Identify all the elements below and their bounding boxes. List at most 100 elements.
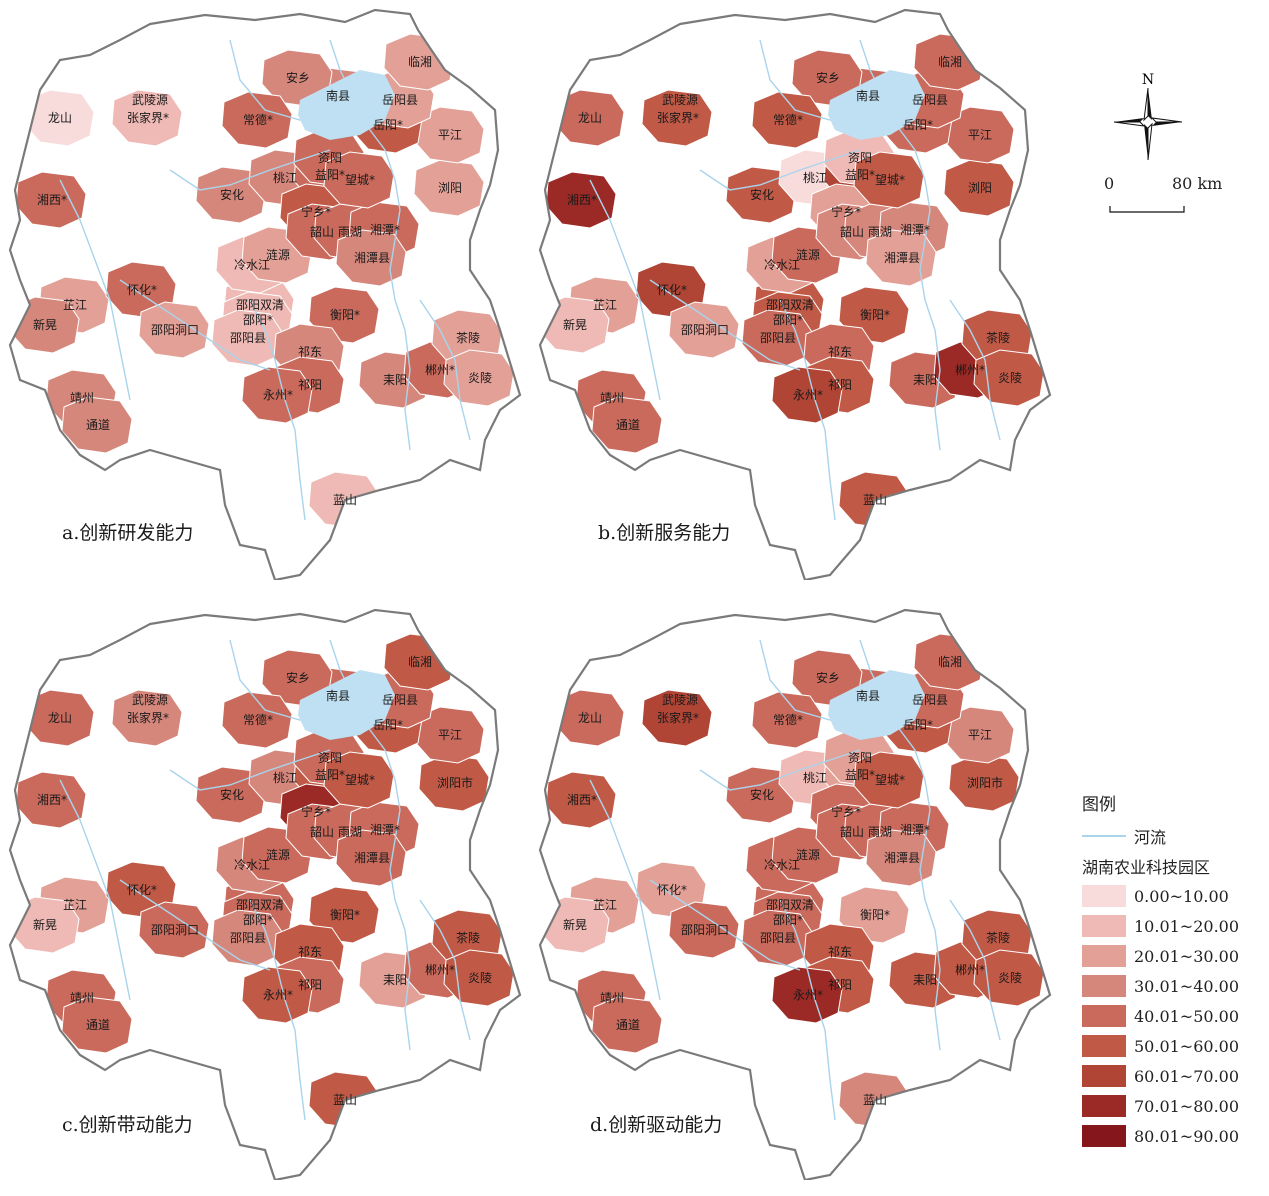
- county-label: 湘西*: [567, 792, 597, 807]
- county-label: 张家界*: [657, 110, 699, 125]
- county-label: 南县: [856, 88, 880, 103]
- scale-end: 80 km: [1172, 174, 1223, 193]
- legend-class-4: 40.01~50.00: [1082, 1001, 1262, 1031]
- county-region: [943, 106, 1015, 164]
- river: [779, 299, 836, 521]
- county-label: 常德*: [773, 712, 803, 727]
- county-label: 龙山: [578, 711, 602, 725]
- legend-title: 图例: [1082, 795, 1116, 815]
- county-label: 茶陵: [986, 930, 1010, 945]
- province-outline: [8, 8, 522, 580]
- county-label: 雨湖: [868, 224, 892, 239]
- legend: 图例 河流 湖南农业科技园区 0.00~10.00 10.01~20.00 20.0…: [1082, 790, 1262, 1151]
- county-label: 炎陵: [998, 971, 1022, 985]
- county-label: 邵阳*: [243, 313, 273, 327]
- river: [949, 899, 1001, 1041]
- county-region: [15, 171, 87, 229]
- lake: [828, 670, 925, 740]
- county-region: [221, 91, 293, 149]
- county-label: 湘潭*: [900, 822, 930, 837]
- county-label: 靖州: [70, 991, 94, 1005]
- county-label: 武陵源: [132, 93, 168, 107]
- county-region: [195, 766, 267, 824]
- county-label: 芷江: [63, 898, 87, 912]
- county-label: 永州*: [793, 988, 823, 1002]
- north-label: N: [1142, 72, 1154, 88]
- county-label: 邵阳双清: [766, 298, 814, 312]
- county-label: 张家界*: [657, 710, 699, 725]
- county-region: [725, 166, 797, 224]
- county-region: [241, 966, 313, 1024]
- county-label: 邵阳洞口: [681, 923, 729, 937]
- river: [119, 279, 271, 371]
- county-region: [545, 171, 617, 229]
- county-region: [771, 966, 843, 1024]
- county-label: 炎陵: [998, 371, 1022, 385]
- county-label: 浏阳: [438, 181, 462, 195]
- county-label: 望城*: [345, 173, 375, 187]
- county-label: 岳阳*: [373, 118, 403, 132]
- county-label: 临湘: [408, 654, 432, 669]
- county-label: 涟源: [266, 847, 290, 862]
- county-region: [865, 229, 937, 287]
- river: [169, 749, 331, 791]
- county-label: 永州*: [793, 388, 823, 402]
- lake: [828, 70, 925, 140]
- county-label: 益阳*: [845, 168, 875, 182]
- county-label: 通道: [616, 1018, 640, 1032]
- county-region: [221, 691, 293, 749]
- county-label: 望城*: [875, 773, 905, 787]
- county-label: 涟源: [796, 247, 820, 262]
- county-label: 蓝山: [863, 493, 887, 507]
- county-label: 安化: [750, 187, 774, 202]
- county-label: 雨湖: [338, 224, 362, 239]
- county-label: 湘潭县: [354, 250, 390, 265]
- county-label: 临湘: [408, 54, 432, 69]
- legend-class-1: 10.01~20.00: [1082, 911, 1262, 941]
- county-label: 宁乡*: [301, 804, 331, 819]
- county-region: [865, 829, 937, 887]
- legend-classes: 0.00~10.00 10.01~20.00 20.01~30.00 30.01~40…: [1082, 881, 1262, 1151]
- county-label: 宁乡*: [301, 204, 331, 219]
- county-label: 岳阳县: [382, 693, 418, 707]
- county-label: 炎陵: [468, 971, 492, 985]
- legend-class-6: 60.01~70.00: [1082, 1061, 1262, 1091]
- county-region: [335, 229, 407, 287]
- county-label: 安乡: [816, 70, 840, 85]
- map-panel-b: 龙山 武陵源 张家界* 湘西* 芷江 怀化* 新晃 靖州 通道 邵阳洞口 邵阳双清 邵阳* 邵阳县 冷水江…: [530, 0, 1130, 580]
- county-label: 靖州: [600, 391, 624, 405]
- county-label: 通道: [86, 1018, 110, 1032]
- county-label: 邵阳洞口: [151, 923, 199, 937]
- river: [59, 779, 131, 1001]
- county-label: 平江: [968, 128, 992, 142]
- river: [649, 879, 801, 971]
- legend-class-8: 80.01~90.00: [1082, 1121, 1262, 1151]
- county-label: 常德*: [243, 112, 273, 127]
- county-label: 南县: [326, 88, 350, 103]
- county-label: 桃江: [273, 170, 297, 185]
- county-label: 蓝山: [333, 493, 357, 507]
- legend-class-label: 30.01~40.00: [1134, 976, 1240, 996]
- map-panel-d: 龙山 武陵源 张家界* 湘西* 芷江 怀化* 新晃 靖州 通道 邵阳洞口 邵阳双清 邵阳* 邵阳县 冷水江…: [530, 600, 1130, 1180]
- county-label: 新晃: [33, 317, 57, 332]
- county-region: [725, 766, 797, 824]
- county-label: 衡阳*: [860, 908, 890, 922]
- county-label: 茶陵: [986, 330, 1010, 345]
- county-label: 湘西*: [567, 192, 597, 207]
- county-label: 韶山: [310, 224, 334, 239]
- county-label: 祁阳: [828, 377, 852, 392]
- legend-class-5: 50.01~60.00: [1082, 1031, 1262, 1061]
- county-label: 龙山: [48, 711, 72, 725]
- county-region: [973, 949, 1045, 1007]
- north-arrow-icon: N: [1113, 72, 1183, 160]
- river: [699, 749, 861, 791]
- county-label: 湘潭*: [370, 822, 400, 837]
- county-label: 南县: [856, 688, 880, 703]
- county-label: 资阳: [318, 751, 342, 765]
- county-label: 桃江: [273, 770, 297, 785]
- county-label: 桃江: [803, 770, 827, 785]
- river: [779, 899, 836, 1121]
- county-region: [138, 901, 210, 959]
- county-label: 浏阳市: [967, 775, 1003, 790]
